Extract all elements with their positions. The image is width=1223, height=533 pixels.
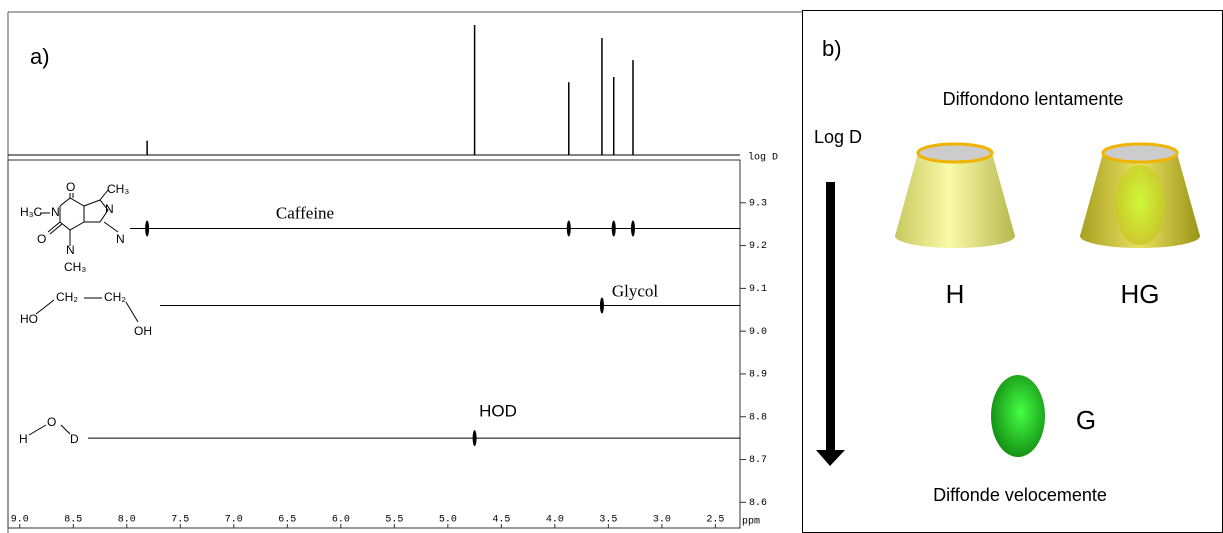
x-tick-label: 4.0: [546, 515, 564, 526]
cross-peak: [145, 220, 150, 237]
y-tick-label: 8.6: [749, 498, 767, 509]
cross-peak: [630, 220, 635, 237]
x-tick-label: 8.0: [118, 515, 136, 526]
component-label: Glycol: [612, 281, 659, 300]
x-tick-label: 4.5: [492, 515, 510, 526]
atom-label: N: [105, 202, 114, 216]
cross-peak: [472, 430, 477, 447]
x-tick-label: 5.5: [385, 515, 403, 526]
atom-label: H₃C: [20, 205, 43, 219]
x-tick-label: 2.5: [706, 515, 724, 526]
atom-label: O: [47, 415, 56, 429]
x-axis-label: ppm: [742, 517, 760, 528]
atom-label: CH₃: [107, 182, 129, 196]
cross-peak: [599, 297, 604, 314]
x-tick-label: 5.0: [439, 515, 457, 526]
y-tick-label: 8.7: [749, 455, 767, 466]
atom-label: N: [66, 243, 75, 257]
y-tick-label: 8.9: [749, 370, 767, 381]
x-tick-label: 6.5: [278, 515, 296, 526]
panel-a: a) log D ppm H₃C N O O N CH₃ N CH₃ N HO …: [7, 11, 802, 533]
panel-b: b) Diffondono lentamente Log D H HG G Di…: [802, 10, 1223, 533]
atom-label: N: [51, 205, 60, 219]
guest-icon: [991, 375, 1045, 457]
atom-label: OH: [134, 324, 152, 338]
x-tick-label: 7.5: [171, 515, 189, 526]
atom-label: CH₂: [56, 290, 78, 304]
caption: Diffonde velocemente: [933, 485, 1107, 505]
x-tick-label: 9.0: [11, 515, 29, 526]
atom-label: O: [66, 180, 75, 194]
hod-structure: H O D: [19, 415, 79, 446]
y-axis-label: log D: [748, 152, 778, 164]
atom-label: HO: [20, 312, 38, 326]
cross-peak: [611, 220, 616, 237]
icon-label: G: [1076, 405, 1096, 435]
component-label: HOD: [479, 402, 517, 421]
y-tick-label: 9.3: [749, 198, 767, 209]
caffeine-structure: H₃C N O O N CH₃ N CH₃ N: [20, 180, 129, 274]
panel-label: b): [822, 36, 842, 61]
y-tick-label: 8.8: [749, 412, 767, 423]
host-icon: [895, 142, 1015, 248]
x-tick-label: 7.0: [225, 515, 243, 526]
y-tick-label: 9.2: [749, 241, 767, 252]
atom-label: D: [70, 432, 79, 446]
x-tick-label: 6.0: [332, 515, 350, 526]
panel-label: a): [30, 44, 50, 69]
arrow: [816, 182, 845, 466]
plot-frame: [7, 159, 741, 529]
atom-label: CH₂: [104, 290, 126, 304]
y-tick-label: 9.0: [749, 327, 767, 338]
atom-label: H: [19, 432, 28, 446]
complex-icon: [1080, 142, 1200, 248]
component-label: Caffeine: [276, 203, 334, 222]
glycol-structure: HO CH₂ CH₂ OH: [20, 290, 152, 338]
cross-peak: [566, 220, 571, 237]
x-tick-label: 3.0: [653, 515, 671, 526]
y-tick-label: 9.1: [749, 284, 767, 295]
axis-label: Log D: [814, 127, 862, 147]
atom-label: O: [37, 232, 46, 246]
atom-label: CH₃: [64, 260, 86, 274]
icon-label: HG: [1121, 279, 1160, 309]
x-tick-label: 8.5: [64, 515, 82, 526]
icon-label: H: [946, 279, 965, 309]
atom-label: N: [116, 232, 125, 246]
x-tick-label: 3.5: [599, 515, 617, 526]
caption: Diffondono lentamente: [943, 89, 1124, 109]
